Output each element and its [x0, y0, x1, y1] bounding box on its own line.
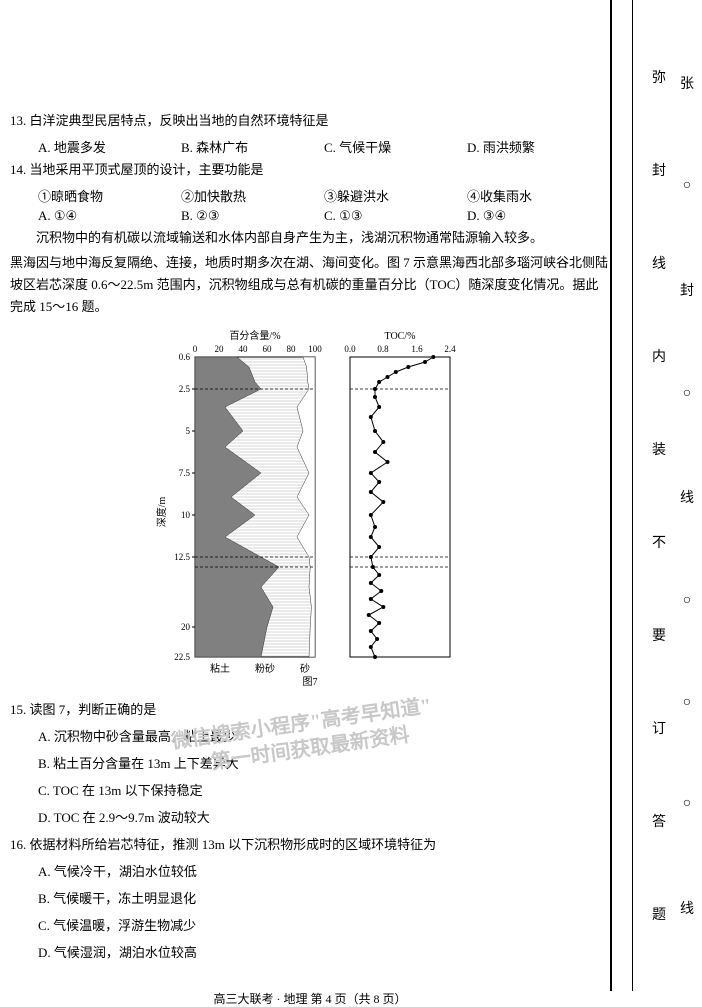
q13-opt-d: D. 雨洪频繁 — [467, 137, 610, 156]
figure7-svg: 百分含量/% TOC/% 0 20 40 60 80 100 0.0 0.8 1… — [150, 327, 470, 687]
page-footer: 高三大联考 · 地理 第 4 页（共 8 页） — [10, 990, 610, 1007]
q14-opt-c: C. ①③ — [324, 208, 467, 224]
svg-text:0.6: 0.6 — [179, 352, 191, 362]
exam-margin: 弥 封 线 内 装 不 要 订 答 题 张 ○ 封 ○ 线 ○ ○ ○ 线 — [610, 0, 702, 991]
margin-lines — [610, 0, 645, 991]
q14-sub3: ③躲避洪水 — [324, 186, 467, 205]
svg-text:10: 10 — [181, 510, 191, 520]
svg-text:2.5: 2.5 — [179, 384, 191, 394]
svg-text:砂: 砂 — [300, 662, 310, 675]
figure7-wrap: 百分含量/% TOC/% 0 20 40 60 80 100 0.0 0.8 1… — [10, 327, 610, 691]
q15-opt-c: C. TOC 在 13m 以下保持稳定 — [10, 780, 610, 802]
svg-text:40: 40 — [239, 344, 249, 354]
fig7-left-title: 百分含量/% — [229, 329, 280, 342]
svg-text:2.4: 2.4 — [444, 344, 456, 354]
q15-opt-d: D. TOC 在 2.9～9.7m 波动较大 — [10, 807, 610, 829]
passage-line-1: 沉积物中的有机碳以流域输送和水体内部自身产生为主，浅湖沉积物通常陆源输入较多。 — [10, 227, 610, 249]
fig7-right-xticks: 0.0 0.8 1.6 2.4 — [344, 344, 456, 354]
fig7-right-chart — [350, 355, 450, 659]
fig7-left-chart — [192, 357, 315, 657]
q13-options: A. 地震多发 B. 森林广布 C. 气候干燥 D. 雨洪频繁 — [10, 137, 610, 156]
fig7-left-xticks: 0 20 40 60 80 100 — [193, 344, 323, 354]
svg-text:0: 0 — [193, 344, 198, 354]
svg-text:粉砂: 粉砂 — [255, 662, 275, 675]
q13-opt-b: B. 森林广布 — [181, 137, 324, 156]
q14-sub2: ②加快散热 — [181, 186, 324, 205]
svg-text:22.5: 22.5 — [174, 652, 190, 662]
svg-text:20: 20 — [181, 622, 191, 632]
q13-opt-c: C. 气候干燥 — [324, 137, 467, 156]
margin-inner-text: 弥 封 线 内 装 不 要 订 答 题 — [645, 0, 673, 991]
fig7-right-title: TOC/% — [385, 331, 416, 342]
q14-stem: 14. 当地采用平顶式屋顶的设计，主要功能是 — [10, 159, 610, 181]
passage-line-2: 黑海因与地中海反复隔绝、连接，地质时期多次在湖、海间变化。图 7 示意黑海西北部… — [10, 252, 610, 318]
q15-opt-a: A. 沉积物中砂含量最高，粘土最少 — [10, 726, 610, 748]
q14-opt-a: A. ①④ — [38, 208, 181, 224]
q14-opt-d: D. ③④ — [467, 208, 610, 224]
svg-text:80: 80 — [287, 344, 297, 354]
q14-sub4: ④收集雨水 — [467, 186, 610, 205]
svg-text:0.8: 0.8 — [377, 344, 389, 354]
margin-outer-text: 张 ○ 封 ○ 线 ○ ○ ○ 线 — [673, 0, 701, 991]
q15-opt-b: B. 粘土百分含量在 13m 上下差异大 — [10, 753, 610, 775]
q14-options: A. ①④ B. ②③ C. ①③ D. ③④ — [10, 208, 610, 224]
fig7-caption: 图7 — [303, 676, 318, 687]
svg-text:1.6: 1.6 — [411, 344, 423, 354]
svg-text:7.5: 7.5 — [179, 468, 191, 478]
svg-text:0.0: 0.0 — [344, 344, 356, 354]
q14-opt-b: B. ②③ — [181, 208, 324, 224]
q16-opt-c: C. 气候温暖，浮游生物减少 — [10, 915, 610, 937]
exam-page: 13. 白洋淀典型民居特点，反映出当地的自然环境特征是 A. 地震多发 B. 森… — [10, 110, 610, 1007]
q14-subopts: ①晾晒食物 ②加快散热 ③躲避洪水 ④收集雨水 — [10, 186, 610, 205]
q16-stem: 16. 依据材料所给岩芯特征，推测 13m 以下沉积物形成时的区域环境特征为 — [10, 834, 610, 856]
fig7-left-legend: 粘土 粉砂 砂 — [210, 662, 310, 675]
q15-stem: 15. 读图 7，判断正确的是 — [10, 699, 610, 721]
svg-text:粘土: 粘土 — [210, 662, 230, 675]
q16-opt-a: A. 气候冷干，湖泊水位较低 — [10, 861, 610, 883]
svg-text:12.5: 12.5 — [174, 552, 190, 562]
q16-opt-d: D. 气候湿润，湖泊水位较高 — [10, 942, 610, 964]
fig7-yticks: 0.6 2.5 5 7.5 10 12.5 20 22.5 — [174, 352, 190, 662]
q16-opt-b: B. 气候暖干，冻土明显退化 — [10, 888, 610, 910]
svg-text:100: 100 — [308, 344, 322, 354]
fig7-ylabel: 深度/m — [155, 496, 168, 527]
q13-opt-a: A. 地震多发 — [38, 137, 181, 156]
svg-text:60: 60 — [263, 344, 273, 354]
q13-stem: 13. 白洋淀典型民居特点，反映出当地的自然环境特征是 — [10, 110, 610, 132]
q14-sub1: ①晾晒食物 — [38, 186, 181, 205]
svg-text:20: 20 — [215, 344, 225, 354]
svg-text:5: 5 — [186, 426, 191, 436]
